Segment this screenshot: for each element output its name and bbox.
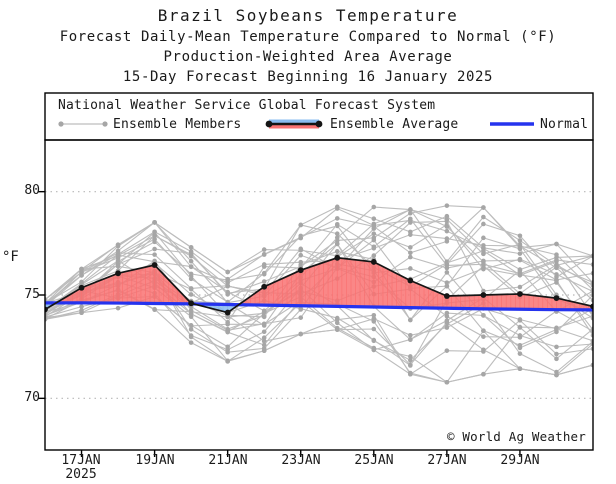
- legend-source-label: National Weather Service Global Forecast…: [58, 98, 436, 113]
- ensemble-members-swatch-icon: [56, 116, 110, 132]
- normal-swatch-icon: [487, 116, 537, 132]
- chart-subtitle-3: 15-Day Forecast Beginning 16 January 202…: [122, 69, 494, 85]
- ensemble-average-swatch-icon: [263, 116, 325, 132]
- x-tick-label: 25JAN: [354, 453, 394, 468]
- y-tick-label-70: 70: [24, 390, 40, 405]
- legend-label-ensemble-average: Ensemble Average: [330, 117, 459, 132]
- x-axis-year-label: 2025: [65, 467, 97, 482]
- legend-label-ensemble-members: Ensemble Members: [113, 117, 242, 132]
- y-axis-label: °F: [2, 249, 19, 265]
- chart-subtitle-2: Production-Weighted Area Average: [163, 49, 453, 65]
- x-tick-label: 23JAN: [281, 453, 321, 468]
- x-tick-label: 17JAN: [61, 453, 101, 468]
- page-title: Brazil Soybeans Temperature: [157, 6, 459, 25]
- x-tick-label: 21JAN: [208, 453, 248, 468]
- x-tick-label: 27JAN: [427, 453, 467, 468]
- x-tick-label: 19JAN: [135, 453, 175, 468]
- chart-subtitle-1: Forecast Daily-Mean Temperature Compared…: [59, 29, 557, 45]
- x-tick-label: 29JAN: [500, 453, 540, 468]
- y-tick-label-75: 75: [24, 287, 40, 302]
- y-tick-label-80: 80: [24, 183, 40, 198]
- legend-label-normal: Normal: [540, 117, 589, 132]
- copyright-note: © World Ag Weather: [446, 429, 586, 444]
